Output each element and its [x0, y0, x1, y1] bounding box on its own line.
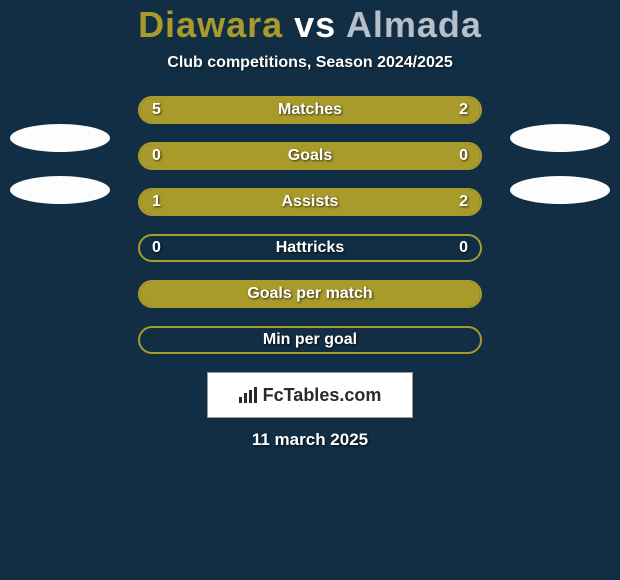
comparison-infographic: Diawara vs Almada Club competitions, Sea… [0, 0, 620, 580]
stat-label: Min per goal [140, 328, 480, 352]
stat-row: Min per goal [138, 326, 482, 354]
title-player1: Diawara [138, 4, 283, 45]
stat-label: Assists [140, 190, 480, 214]
stat-label: Goals [140, 144, 480, 168]
stat-row: Matches5 2 [138, 96, 482, 124]
stat-value-left: 5 [140, 98, 173, 122]
stat-row: Goals per match [138, 280, 482, 308]
stat-label: Matches [140, 98, 480, 122]
stat-value-right: 0 [447, 236, 480, 260]
subtitle: Club competitions, Season 2024/2025 [0, 54, 620, 72]
stat-value-left: 0 [140, 144, 173, 168]
side-ellipse [10, 176, 110, 204]
stat-label: Hattricks [140, 236, 480, 260]
footer-logo-text: FcTables.com [263, 385, 382, 406]
footer-date: 11 march 2025 [0, 430, 620, 450]
stat-value-right: 2 [447, 190, 480, 214]
stat-row: Hattricks0 0 [138, 234, 482, 262]
stat-value-right: 0 [447, 144, 480, 168]
bars-icon [239, 387, 259, 403]
title-player2: Almada [346, 4, 482, 45]
stat-row: Assists1 2 [138, 188, 482, 216]
stat-label: Goals per match [140, 282, 480, 306]
side-ellipse [10, 124, 110, 152]
page-title: Diawara vs Almada [0, 4, 620, 46]
stat-value-left: 1 [140, 190, 173, 214]
stat-row: Goals0 0 [138, 142, 482, 170]
stat-value-left: 0 [140, 236, 173, 260]
side-ellipse [510, 124, 610, 152]
stat-value-right: 2 [447, 98, 480, 122]
footer-logo: FcTables.com [207, 372, 413, 418]
side-ellipse [510, 176, 610, 204]
title-vs: vs [294, 4, 336, 45]
